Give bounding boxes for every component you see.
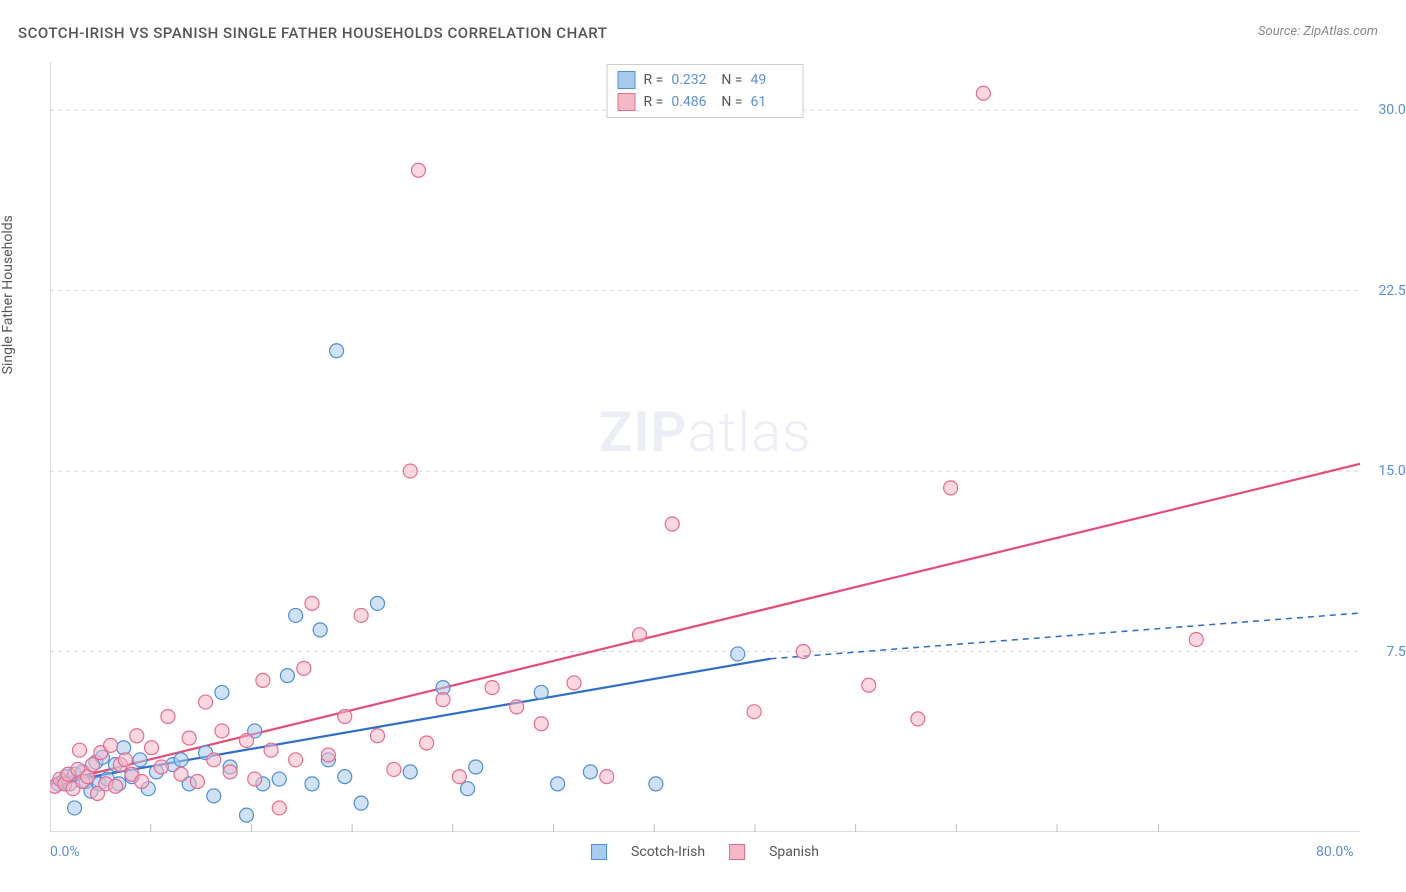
y-tick-label: 30.0% (1378, 102, 1406, 118)
legend-label-scotch-irish: Scotch-Irish (631, 844, 705, 860)
source-attribution: Source: ZipAtlas.com (1258, 24, 1378, 39)
swatch-spanish (618, 93, 636, 111)
stats-row-spanish: R = 0.486 N = 61 (618, 91, 793, 113)
legend-swatch-spanish (729, 844, 745, 860)
n-value-spanish: 61 (750, 94, 792, 110)
y-tick-label: 7.5% (1386, 644, 1406, 660)
y-axis-label: Single Father Households (0, 215, 16, 374)
r-value-spanish: 0.486 (671, 94, 713, 110)
r-value-scotch-irish: 0.232 (671, 72, 713, 88)
chart-title: SCOTCH-IRISH VS SPANISH SINGLE FATHER HO… (18, 24, 607, 42)
legend-swatch-scotch-irish (591, 844, 607, 860)
plot-area: ZIPatlas R = 0.232 N = 49 R = 0.486 N = … (50, 62, 1360, 832)
y-tick-label: 22.5% (1378, 283, 1406, 299)
scatter-plot-svg (50, 62, 1360, 832)
x-tick-label: 80.0% (1316, 844, 1354, 860)
n-value-scotch-irish: 49 (750, 72, 792, 88)
legend-label-spanish: Spanish (769, 844, 819, 860)
chart-container: SCOTCH-IRISH VS SPANISH SINGLE FATHER HO… (0, 0, 1406, 892)
stats-row-scotch-irish: R = 0.232 N = 49 (618, 69, 793, 91)
swatch-scotch-irish (618, 71, 636, 89)
y-tick-label: 15.0% (1378, 463, 1406, 479)
x-tick-label: 0.0% (50, 844, 80, 860)
legend-bottom: Scotch-Irish Spanish (591, 844, 819, 860)
stats-box: R = 0.232 N = 49 R = 0.486 N = 61 (607, 64, 804, 118)
